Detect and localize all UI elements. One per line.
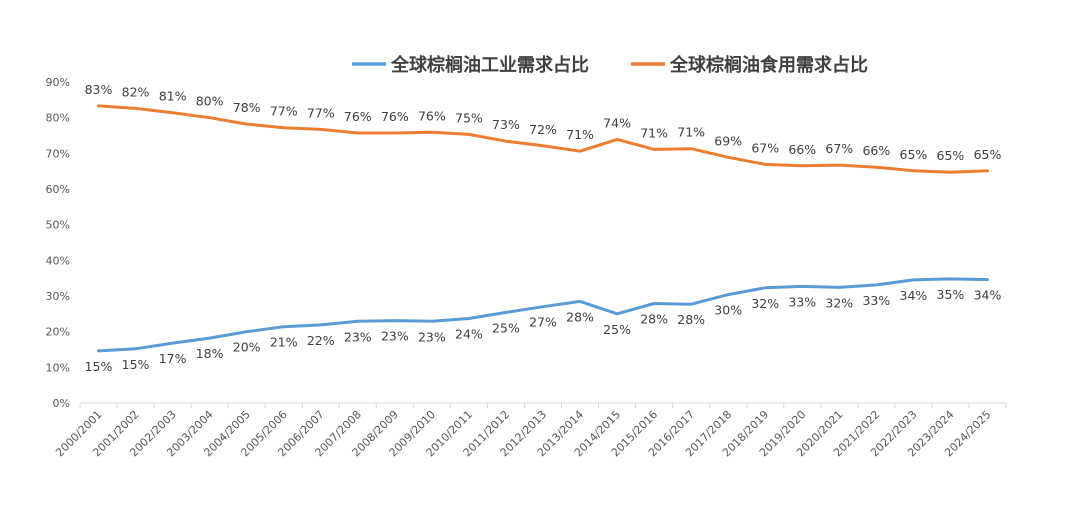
data-label-industrial: 28% [640,311,668,326]
data-label-food: 76% [381,109,409,124]
data-label-industrial: 21% [270,335,298,350]
y-tick-label: 90% [46,76,70,89]
data-label-food: 65% [974,147,1002,162]
data-label-food: 65% [937,148,965,163]
data-label-industrial: 24% [455,326,483,341]
data-label-industrial: 33% [788,294,816,309]
data-label-industrial: 22% [307,333,335,348]
y-tick-label: 40% [46,254,70,267]
data-label-food: 74% [603,115,631,130]
legend-label-industrial: 全球棕榈油工业需求占比 [390,54,589,76]
data-label-food: 66% [788,142,816,157]
y-tick-label: 50% [46,219,70,232]
data-label-industrial: 23% [344,329,372,344]
data-label-food: 72% [529,122,557,137]
y-axis: 0% 10% 20% 30% 40% 50% 60% 70% 80% 90% [46,76,70,410]
data-label-food: 77% [307,105,335,120]
data-label-food: 65% [900,147,928,162]
data-label-industrial: 20% [233,340,261,355]
data-label-industrial: 27% [529,315,557,330]
data-label-industrial: 33% [862,293,890,308]
data-labels: 15% 15% 17% 18% 20% 21% 22% 23% 23% 23% 24% 25% 27% 2… [85,82,1002,374]
data-label-industrial: 25% [492,320,520,335]
data-label-food: 71% [677,125,705,140]
y-tick-label: 80% [46,112,70,125]
series-line-industrial [97,277,989,353]
y-tick-label: 20% [46,326,70,339]
data-label-food: 76% [418,108,446,123]
data-label-industrial: 34% [900,288,928,303]
data-label-industrial: 23% [418,329,446,344]
data-label-industrial: 15% [85,359,113,374]
data-label-food: 73% [492,117,520,132]
data-label-industrial: 18% [196,346,224,361]
data-label-food: 75% [455,110,483,125]
y-tick-label: 30% [46,290,70,303]
data-label-industrial: 15% [122,357,150,372]
data-label-food: 80% [196,94,224,109]
data-label-food: 67% [825,141,853,156]
data-label-industrial: 32% [751,296,779,311]
y-tick-label: 10% [46,361,70,374]
y-tick-label: 60% [46,183,70,196]
data-label-food: 66% [862,143,890,158]
data-label-industrial: 34% [974,288,1002,303]
data-label-food: 71% [640,125,668,140]
series-line-food [97,104,989,174]
y-tick-label: 70% [46,147,70,160]
legend: 全球棕榈油工业需求占比 全球棕榈油食用需求占比 [352,54,868,76]
data-label-food: 71% [566,127,594,142]
data-label-industrial: 28% [677,312,705,327]
data-label-food: 82% [122,84,150,99]
data-label-industrial: 23% [381,329,409,344]
y-tick-label: 0% [53,397,70,410]
x-axis: 2000/20012001/20022002/20032003/20042004… [53,402,1007,459]
data-label-food: 78% [233,100,261,115]
data-label-food: 83% [85,82,113,97]
data-label-food: 76% [344,109,372,124]
data-label-food: 77% [270,104,298,119]
data-label-industrial: 30% [714,303,742,318]
data-label-food: 69% [714,133,742,148]
data-label-industrial: 35% [937,287,965,302]
data-label-industrial: 32% [825,295,853,310]
data-label-food: 81% [159,89,187,104]
series-lines [97,104,989,353]
data-label-industrial: 17% [159,351,187,366]
data-label-industrial: 28% [566,309,594,324]
legend-label-food: 全球棕榈油食用需求占比 [669,54,868,76]
data-label-food: 67% [751,140,779,155]
data-label-industrial: 25% [603,322,631,337]
